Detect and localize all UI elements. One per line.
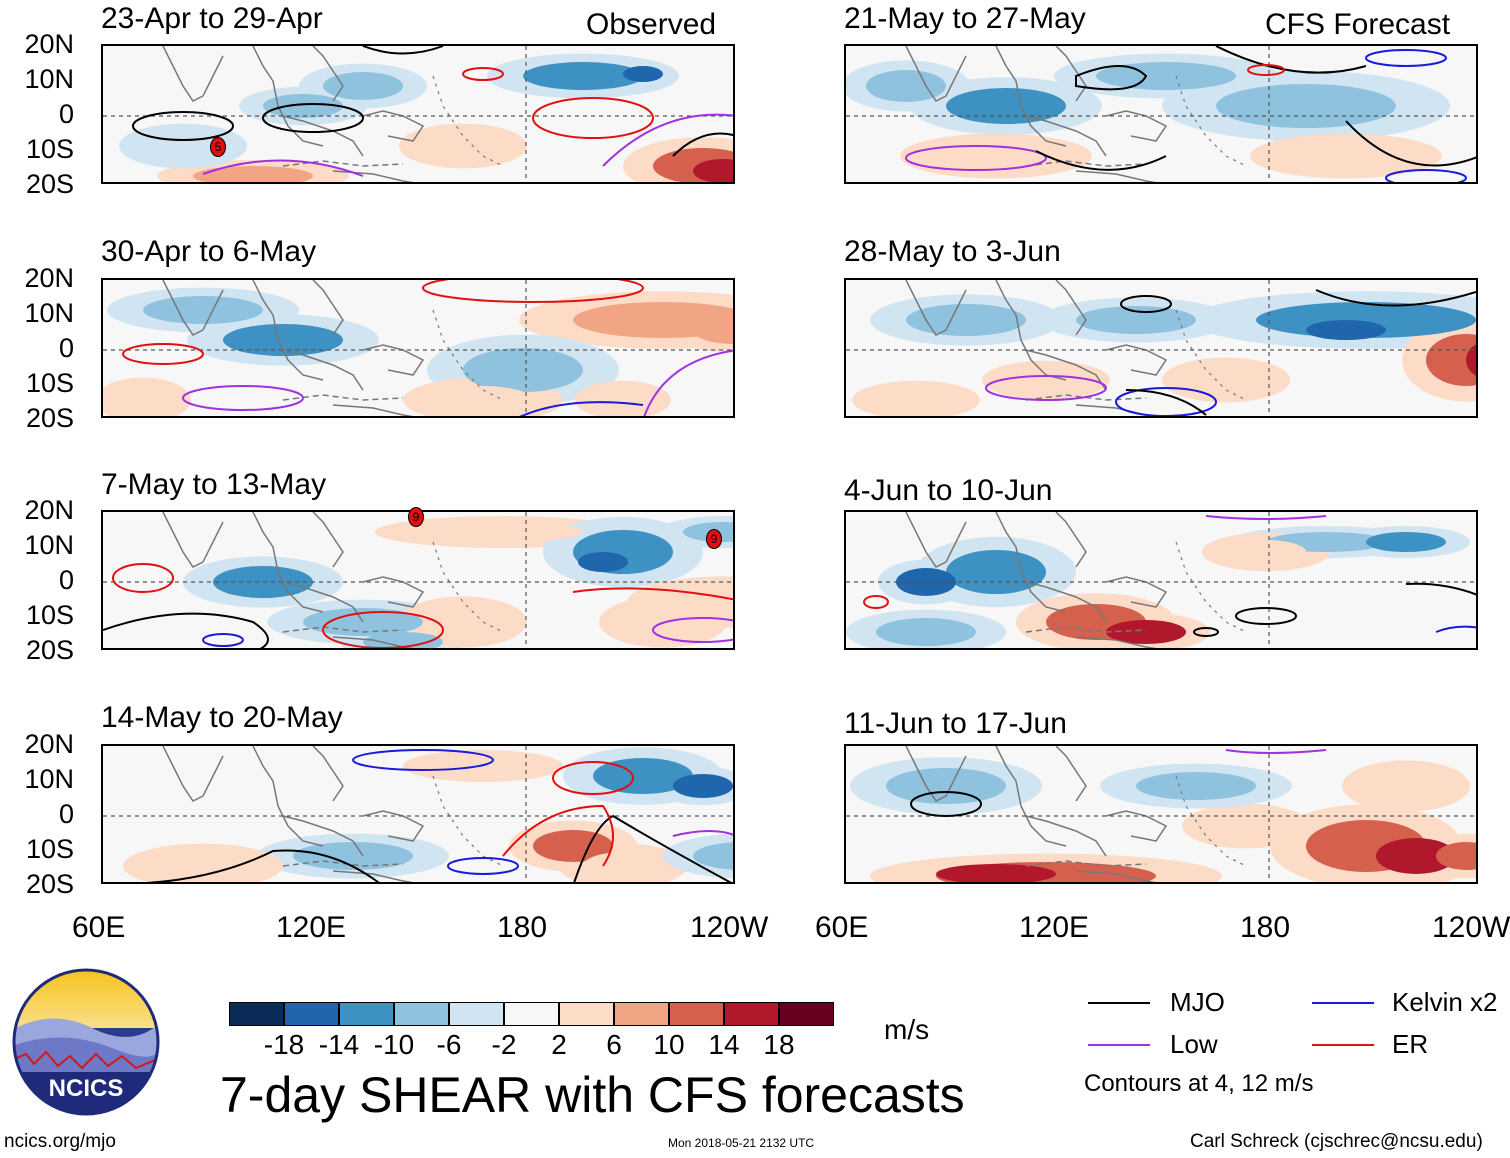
lat-label: 0 (58, 99, 74, 129)
panel-title: 11-Jun to 17-Jun (844, 707, 1067, 740)
observed-map-panel (101, 44, 735, 184)
colorbar-tick-label: 14 (708, 1029, 740, 1060)
footer-timestamp: Mon 2018-05-21 2132 UTC (668, 1136, 815, 1150)
colorbar-swatch (779, 1002, 834, 1026)
colorbar-tick-label: -10 (373, 1029, 415, 1060)
panel-title: 21-May to 27-May (844, 2, 1086, 35)
panel-tag-observed: Observed (586, 8, 717, 41)
storm-marker-icon: 5 (210, 137, 226, 157)
lat-label: 20S (25, 869, 74, 899)
forecast-map-panel (844, 744, 1478, 884)
colorbar-tick-label: -14 (318, 1029, 360, 1060)
colorbar-swatch (504, 1002, 559, 1026)
lat-label: 20N (24, 29, 74, 59)
observed-map-panel (101, 510, 735, 650)
legend-low-line (1088, 1044, 1150, 1046)
panel-title: 28-May to 3-Jun (844, 235, 1061, 268)
legend-note: Contours at 4, 12 m/s (1084, 1070, 1314, 1097)
storm-marker-icon: 9 (408, 507, 424, 527)
forecast-map-panel (844, 278, 1478, 418)
panel-title: 7-May to 13-May (101, 468, 327, 501)
colorbar-tick-label: 6 (606, 1029, 622, 1060)
colorbar-tick-label: 18 (763, 1029, 795, 1060)
lat-label: 10S (25, 368, 74, 398)
panel-tag-forecast: CFS Forecast (1265, 8, 1451, 41)
lat-label: 20N (24, 263, 74, 293)
legend-er-label: ER (1392, 1029, 1429, 1059)
observed-map-panel (101, 278, 735, 418)
footer-author: Carl Schreck (cjschrec@ncsu.edu) (1190, 1131, 1483, 1152)
legend-mjo-line (1088, 1002, 1150, 1004)
figure-title: 7-day SHEAR with CFS forecasts (220, 1067, 965, 1123)
logo-text: NCICS (49, 1075, 124, 1102)
colorbar-tick-label: 10 (653, 1029, 685, 1060)
legend-kelvin-label: Kelvin x2 (1392, 987, 1498, 1017)
lat-label: 10S (25, 834, 74, 864)
lat-label: 10S (25, 600, 74, 630)
lon-label-60e-right: 60E (815, 911, 869, 944)
colorbar-swatch (614, 1002, 669, 1026)
lat-label: 0 (58, 565, 74, 595)
legend-kelvin-line (1312, 1002, 1374, 1004)
panel-title: 14-May to 20-May (101, 701, 343, 734)
lat-label: 20N (24, 729, 74, 759)
lat-label: 0 (58, 333, 74, 363)
panel-title: 4-Jun to 10-Jun (844, 474, 1053, 507)
colorbar-swatch (229, 1002, 284, 1026)
storm-marker-icon: 9 (706, 529, 722, 549)
colorbar-tick-label: -18 (263, 1029, 305, 1060)
lat-label: 20S (25, 169, 74, 199)
lon-label-120e-left: 120E (276, 911, 347, 944)
lat-label: 20N (24, 495, 74, 525)
lon-label-120w-left: 120W (690, 911, 769, 944)
lon-label-60e-left: 60E (72, 911, 126, 944)
observed-map-panel (101, 744, 735, 884)
colorbar-swatch (284, 1002, 339, 1026)
forecast-map-panel (844, 44, 1478, 184)
lat-label: 10N (24, 298, 74, 328)
lon-label-120w-right: 120W (1432, 911, 1510, 944)
colorbar-swatch (394, 1002, 449, 1026)
panel-title: 23-Apr to 29-Apr (101, 2, 323, 35)
forecast-map-panel (844, 510, 1478, 650)
lon-label-180-left: 180 (497, 911, 548, 944)
lon-label-120e-right: 120E (1019, 911, 1090, 944)
colorbar-swatch (449, 1002, 504, 1026)
colorbar-tick-label: -2 (491, 1029, 517, 1060)
colorbar-swatch (669, 1002, 724, 1026)
ncics-logo: NCICS (12, 968, 160, 1116)
panel-title: 30-Apr to 6-May (101, 235, 317, 268)
legend-low-label: Low (1170, 1029, 1218, 1059)
lat-label: 20S (25, 403, 74, 433)
legend-er-line (1312, 1044, 1374, 1046)
colorbar-swatch (559, 1002, 614, 1026)
colorbar-tick-label: 2 (551, 1029, 567, 1060)
colorbar-tick-label: -6 (436, 1029, 462, 1060)
lat-label: 20S (25, 635, 74, 665)
colorbar-swatch (339, 1002, 394, 1026)
lat-label: 10N (24, 764, 74, 794)
lat-label: 10N (24, 64, 74, 94)
lat-label: 0 (58, 799, 74, 829)
lon-label-180-right: 180 (1240, 911, 1291, 944)
lat-label: 10S (25, 134, 74, 164)
colorbar-units: m/s (884, 1014, 930, 1045)
footer-url[interactable]: ncics.org/mjo (4, 1131, 116, 1152)
lat-label: 10N (24, 530, 74, 560)
colorbar-swatch (724, 1002, 779, 1026)
legend-mjo-label: MJO (1170, 987, 1225, 1017)
